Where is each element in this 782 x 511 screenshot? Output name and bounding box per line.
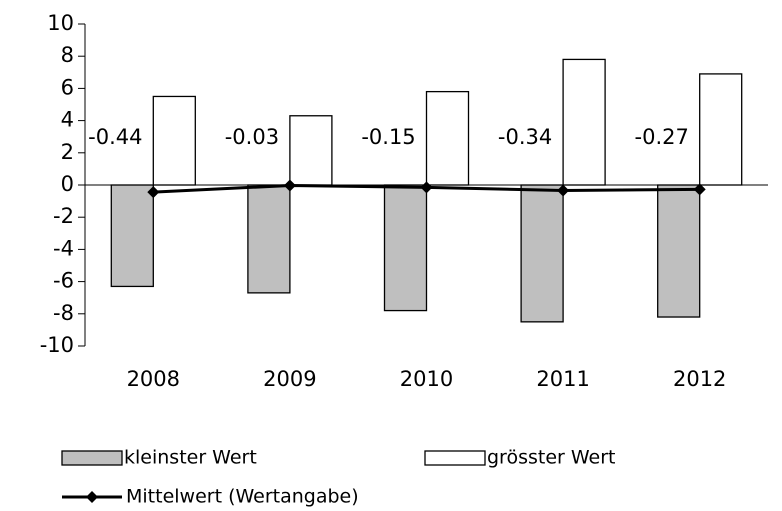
data-label: -0.15 <box>361 125 415 149</box>
marker <box>693 183 706 196</box>
y-tick-label: -2 <box>53 204 74 228</box>
y-tick-label: -8 <box>53 301 74 325</box>
y-tick-label: 8 <box>61 43 74 67</box>
y-tick-label: 10 <box>47 11 74 35</box>
bar <box>520 184 564 323</box>
bar <box>110 184 154 288</box>
data-label: -0.03 <box>225 125 279 149</box>
bar <box>425 90 470 186</box>
legend-label: grösster Wert <box>487 447 616 469</box>
bar <box>657 184 701 318</box>
y-tick-label: -10 <box>40 333 74 357</box>
legend-swatch <box>61 450 123 466</box>
legend-marker <box>86 491 98 503</box>
marker <box>147 186 160 199</box>
data-label: -0.44 <box>88 125 142 149</box>
bar <box>562 58 606 186</box>
marker <box>283 179 296 192</box>
x-tick-label: 2008 <box>127 367 180 391</box>
y-tick-label: -4 <box>53 236 74 260</box>
x-tick-label: 2011 <box>536 367 589 391</box>
x-tick-label: 2012 <box>673 367 726 391</box>
bar <box>383 184 428 312</box>
marker <box>557 184 570 197</box>
x-tick-label: 2010 <box>400 367 453 391</box>
bar <box>699 73 743 186</box>
legend-label: kleinster Wert <box>124 447 257 469</box>
y-tick-label: -6 <box>53 269 74 293</box>
x-tick-label: 2009 <box>263 367 316 391</box>
legend-swatch <box>424 450 486 466</box>
y-tick-label: 0 <box>61 172 74 196</box>
legend-label: Mittelwert (Wertangabe) <box>126 486 359 508</box>
bar <box>247 184 291 294</box>
bar <box>289 115 333 186</box>
y-tick-label: 6 <box>61 75 74 99</box>
data-label: -0.27 <box>635 125 689 149</box>
marker <box>420 181 433 194</box>
y-tick-label: 4 <box>61 108 74 132</box>
y-tick-label: 2 <box>61 140 74 164</box>
bar <box>152 95 196 186</box>
data-label: -0.34 <box>498 125 552 149</box>
